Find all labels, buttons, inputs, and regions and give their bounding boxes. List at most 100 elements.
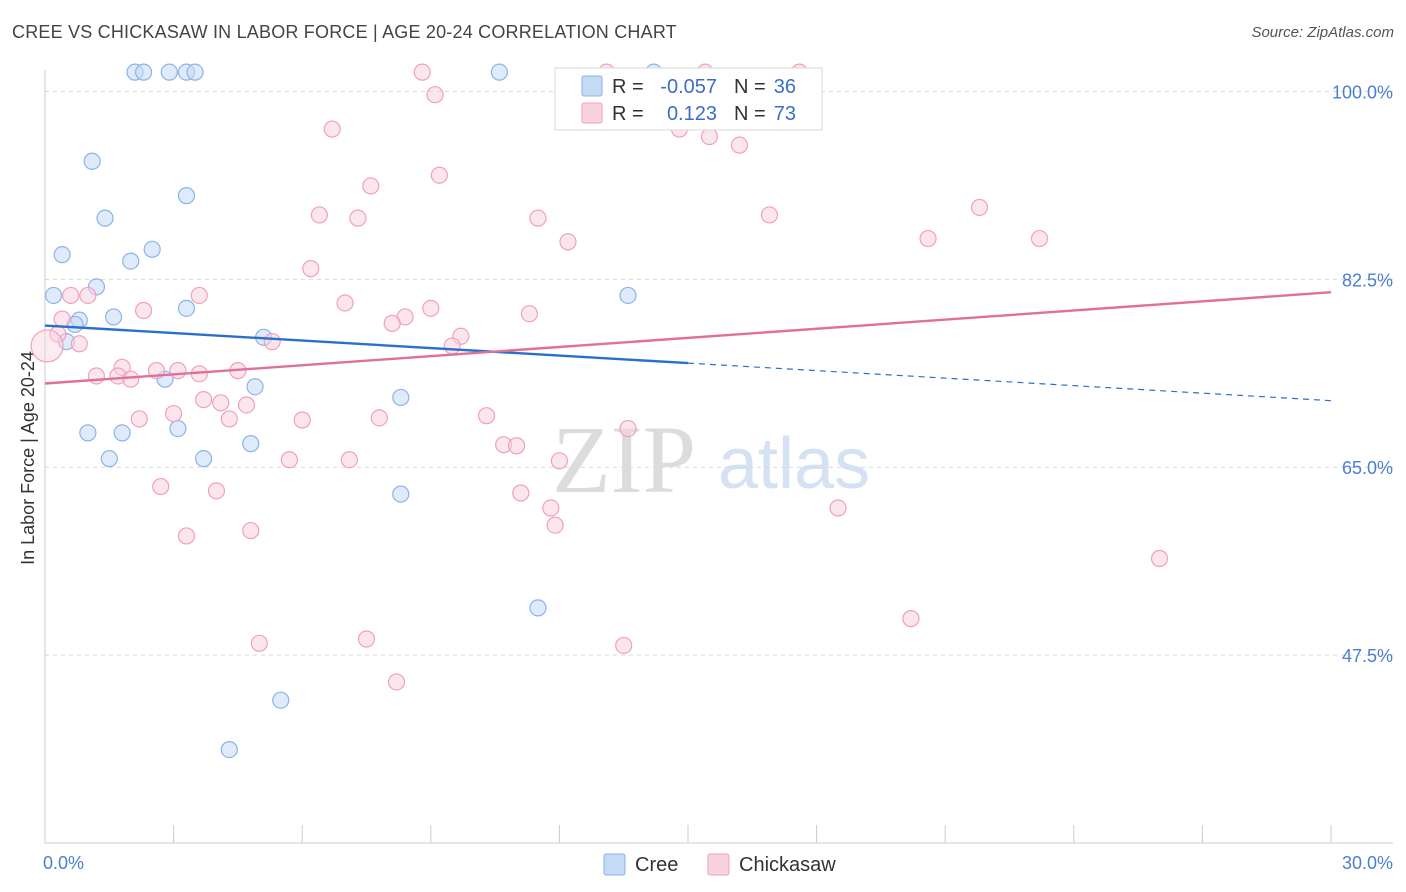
chickasaw-point-46 [165, 404, 183, 423]
chickasaw-point-8 [730, 136, 749, 154]
cree-trend-extension [687, 362, 1332, 402]
cree-point-23 [392, 388, 410, 407]
chickasaw-point-5 [323, 120, 341, 138]
chickasaw-point-25 [134, 301, 153, 320]
cree-point-24 [169, 419, 187, 438]
cree-point-32 [272, 691, 290, 709]
watermark: ZIP atlas [552, 406, 870, 513]
cree-point-5 [490, 63, 508, 81]
chart-title: CREE VS CHICKASAW IN LABOR FORCE | AGE 2… [12, 22, 677, 42]
grid [45, 90, 1393, 656]
chickasaw-point-26 [520, 305, 538, 323]
chart-source: Source: ZipAtlas.com [1251, 24, 1394, 41]
cree-point-25 [79, 424, 97, 442]
chickasaw-point-41 [122, 370, 140, 388]
series-legend: Cree Chickasaw [603, 853, 836, 876]
chickasaw-point-29 [383, 314, 401, 332]
chickasaw-point-11 [970, 198, 989, 217]
cree-trend-line [44, 324, 689, 365]
chickasaw-point-71 [387, 673, 406, 691]
cree-point-29 [195, 450, 213, 468]
chickasaw-point-70 [615, 636, 633, 655]
legend-n-value-chickasaw: 73 [774, 103, 796, 125]
chickasaw-point-67 [902, 610, 920, 628]
chickasaw-point-58 [152, 477, 170, 496]
y-tick-label-1: 82.5% [1342, 270, 1393, 290]
cree-point-22 [246, 378, 264, 396]
y-tick-label-3: 47.5% [1342, 646, 1393, 666]
series-label-cree: Cree [635, 854, 678, 876]
series-swatch-chickasaw [707, 853, 730, 876]
chickasaw-point-24 [422, 299, 440, 317]
cree-point-16 [104, 308, 123, 326]
chickasaw-point-66 [1150, 549, 1169, 568]
cree-point-7 [83, 152, 101, 170]
chickasaw-point-47 [130, 410, 148, 428]
chickasaw-point-32 [263, 333, 281, 351]
chickasaw-point-40 [87, 367, 106, 385]
trend-lines [44, 291, 1332, 402]
legend-r-label-cree: R = [612, 76, 644, 98]
chickasaw-point-15 [760, 206, 779, 224]
cree-point-4 [186, 63, 204, 81]
chickasaw-point-59 [207, 482, 226, 500]
series-swatch-cree [603, 853, 626, 876]
cree-point-30 [392, 485, 410, 503]
chickasaw-point-4 [426, 86, 444, 104]
x-tick-label-1: 30.0% [1342, 853, 1393, 873]
tick-labels: 100.0% 82.5% 65.0% 47.5% 0.0% 30.0% [43, 82, 1393, 873]
legend-n-label-cree: N = [734, 76, 766, 98]
legend-swatch-chickasaw [581, 102, 603, 124]
legend-swatch-cree [581, 75, 603, 97]
chickasaw-point-22 [190, 286, 208, 305]
y-axis-title: In Labor Force | Age 20-24 [18, 351, 38, 565]
cree-point-26 [113, 424, 131, 442]
x-tick-label-0: 0.0% [43, 853, 84, 873]
chickasaw-point-14 [529, 209, 547, 227]
cree-point-11 [143, 240, 161, 258]
chickasaw-point-54 [507, 437, 526, 455]
chickasaw-point-60 [512, 484, 530, 502]
chickasaw-point-34 [443, 337, 461, 355]
cree-point-28 [100, 450, 118, 468]
cree-point-12 [122, 252, 140, 270]
y-tick-label-2: 65.0% [1342, 458, 1393, 478]
chickasaw-point-65 [177, 527, 196, 545]
cree-point-27 [242, 435, 260, 453]
chickasaw-point-7 [700, 127, 719, 146]
chickasaw-trend-line [44, 291, 1332, 385]
cree-point-10 [53, 246, 71, 264]
legend-n-label-chickasaw: N = [734, 103, 766, 125]
series-label-chickasaw: Chickasaw [739, 854, 836, 876]
y-tick-label-0: 100.0% [1332, 82, 1393, 102]
chickasaw-point-45 [237, 396, 256, 414]
chickasaw-point-cluster [30, 329, 64, 363]
chickasaw-point-50 [370, 409, 388, 427]
chickasaw-point-13 [349, 209, 367, 227]
chickasaw-point-20 [62, 286, 80, 305]
cree-point-14 [44, 286, 63, 305]
cree-point-2 [160, 63, 178, 81]
chickasaw-point-23 [336, 294, 354, 312]
legend: R = -0.057 N = 36 R = 0.123 N = 73 [554, 67, 823, 131]
legend-n-value-cree: 36 [774, 76, 796, 98]
legend-r-label-chickasaw: R = [612, 103, 644, 125]
legend-r-value-chickasaw: 0.123 [667, 103, 717, 125]
chickasaw-point-64 [242, 521, 260, 540]
chickasaw-point-51 [477, 407, 496, 425]
chickasaw-point-12 [310, 206, 328, 224]
chickasaw-point-18 [559, 233, 577, 251]
chickasaw-point-17 [1030, 229, 1049, 248]
chickasaw-point-56 [340, 451, 358, 469]
cree-point-34 [619, 286, 637, 305]
chickasaw-point-68 [250, 634, 268, 652]
chickasaw-point-48 [220, 410, 238, 428]
cree-point-1 [134, 63, 153, 81]
watermark-atlas: atlas [718, 424, 870, 504]
chickasaw-point-61 [542, 499, 560, 517]
axes [44, 70, 1393, 844]
chickasaw-point-33 [70, 335, 88, 353]
legend-r-value-cree: -0.057 [660, 76, 717, 98]
chickasaw-point-10 [362, 177, 380, 195]
